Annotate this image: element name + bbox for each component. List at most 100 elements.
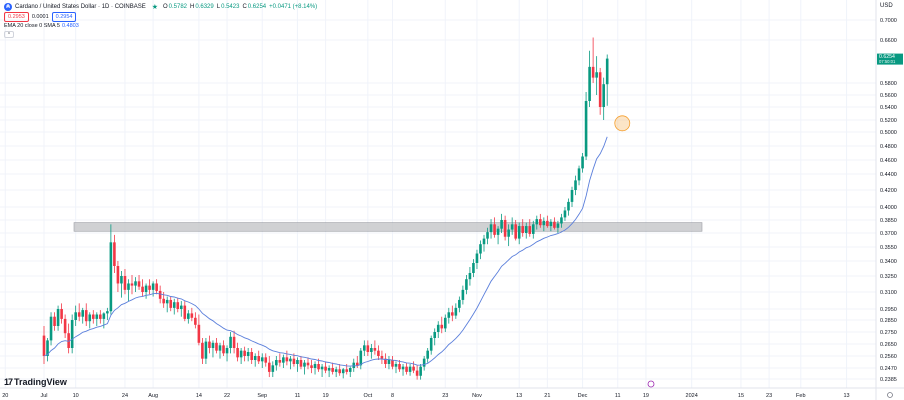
time-axis[interactable]: 20 Jul 10 24 Aug 14 22 Sep 11 19 Oct 8 23 Nov 13 21 Dec 1… xyxy=(0,387,904,399)
candle-body[interactable] xyxy=(338,369,341,374)
candle-body[interactable] xyxy=(595,72,598,78)
candle-body[interactable] xyxy=(84,310,88,322)
candle-body[interactable] xyxy=(588,66,591,101)
candle-body[interactable] xyxy=(394,364,398,367)
candle-body[interactable] xyxy=(363,345,366,351)
ema-line[interactable] xyxy=(43,136,608,367)
candle-body[interactable] xyxy=(102,313,106,319)
candle-body[interactable] xyxy=(289,358,292,362)
candle-body[interactable] xyxy=(577,168,581,181)
candle-body[interactable] xyxy=(95,314,99,319)
candle-body[interactable] xyxy=(447,312,451,318)
candle-body[interactable] xyxy=(187,313,190,319)
candle-body[interactable] xyxy=(436,324,440,332)
candle-body[interactable] xyxy=(408,366,412,372)
candle-body[interactable] xyxy=(454,307,458,316)
candle-body[interactable] xyxy=(60,309,63,319)
candle-body[interactable] xyxy=(493,224,496,235)
candle-body[interactable] xyxy=(380,356,384,359)
candle-body[interactable] xyxy=(141,286,144,292)
candle-body[interactable] xyxy=(190,313,194,318)
candle-body[interactable] xyxy=(243,350,246,356)
symbol-title[interactable]: Cardano / United States Dollar · 1D · CO… xyxy=(15,4,146,10)
candle-body[interactable] xyxy=(285,357,289,362)
candle-body[interactable] xyxy=(517,226,521,239)
candle-body[interactable] xyxy=(278,360,282,363)
candle-body[interactable] xyxy=(91,314,95,319)
candle-body[interactable] xyxy=(539,219,542,226)
candle-body[interactable] xyxy=(42,335,46,356)
candle-body[interactable] xyxy=(327,368,331,371)
candle-body[interactable] xyxy=(472,263,475,273)
candle-body[interactable] xyxy=(236,348,239,358)
candle-body[interactable] xyxy=(422,358,426,367)
candle-body[interactable] xyxy=(201,342,204,359)
candle-body[interactable] xyxy=(429,338,433,351)
candle-body[interactable] xyxy=(271,365,275,372)
candle-body[interactable] xyxy=(208,341,211,348)
candle-body[interactable] xyxy=(148,285,151,290)
candle-body[interactable] xyxy=(510,224,514,230)
candle-body[interactable] xyxy=(229,336,232,348)
candle-body[interactable] xyxy=(468,273,472,280)
candle-body[interactable] xyxy=(282,357,285,363)
candle-body[interactable] xyxy=(313,364,317,368)
candle-body[interactable] xyxy=(465,279,468,290)
candle-body[interactable] xyxy=(331,368,334,372)
candle-body[interactable] xyxy=(486,232,489,239)
candle-body[interactable] xyxy=(158,290,162,299)
candle-body[interactable] xyxy=(384,358,387,364)
candle-body[interactable] xyxy=(377,350,380,356)
candle-body[interactable] xyxy=(246,352,250,356)
candle-body[interactable] xyxy=(99,314,102,319)
candle-body[interactable] xyxy=(598,72,602,107)
candle-body[interactable] xyxy=(391,360,394,367)
candle-body[interactable] xyxy=(225,348,229,354)
candle-body[interactable] xyxy=(257,356,261,362)
candle-body[interactable] xyxy=(458,299,461,308)
candle-body[interactable] xyxy=(162,298,165,304)
candle-body[interactable] xyxy=(165,299,169,304)
tradingview-logo[interactable]: 17 TradingView xyxy=(4,377,67,387)
candle-body[interactable] xyxy=(292,358,296,364)
candle-body[interactable] xyxy=(253,356,257,360)
candle-body[interactable] xyxy=(334,369,338,372)
candle-body[interactable] xyxy=(116,266,120,284)
candle-body[interactable] xyxy=(373,348,377,351)
sell-button[interactable]: 0.2953 xyxy=(4,12,29,22)
candle-body[interactable] xyxy=(553,221,556,228)
candle-body[interactable] xyxy=(602,84,605,107)
candle-body[interactable] xyxy=(581,156,584,169)
candle-body[interactable] xyxy=(130,283,134,286)
candle-body[interactable] xyxy=(359,350,363,366)
candle-body[interactable] xyxy=(524,226,528,233)
candle-body[interactable] xyxy=(260,357,264,362)
candle-body[interactable] xyxy=(63,318,67,334)
candle-body[interactable] xyxy=(370,348,373,352)
candle-body[interactable] xyxy=(113,242,116,266)
candle-body[interactable] xyxy=(144,285,148,292)
candle-body[interactable] xyxy=(496,228,500,235)
candle-body[interactable] xyxy=(479,244,482,254)
candle-body[interactable] xyxy=(584,101,588,157)
candle-body[interactable] xyxy=(489,224,493,233)
candle-body[interactable] xyxy=(401,366,405,370)
candle-body[interactable] xyxy=(341,369,345,374)
candle-body[interactable] xyxy=(194,317,197,325)
candle-body[interactable] xyxy=(415,370,419,376)
candle-body[interactable] xyxy=(475,253,479,263)
candle-body[interactable] xyxy=(546,220,549,227)
candle-body[interactable] xyxy=(275,360,278,366)
candle-body[interactable] xyxy=(56,309,60,326)
candle-body[interactable] xyxy=(303,362,306,367)
candle-body[interactable] xyxy=(53,316,56,326)
candle-body[interactable] xyxy=(134,281,137,286)
candle-body[interactable] xyxy=(507,229,510,237)
candle-body[interactable] xyxy=(355,362,359,366)
candle-body[interactable] xyxy=(77,312,81,317)
candle-body[interactable] xyxy=(215,342,218,351)
candle-body[interactable] xyxy=(176,302,180,309)
candle-body[interactable] xyxy=(433,332,437,338)
candle-body[interactable] xyxy=(197,324,201,343)
buy-button[interactable]: 0.2954 xyxy=(51,12,77,22)
